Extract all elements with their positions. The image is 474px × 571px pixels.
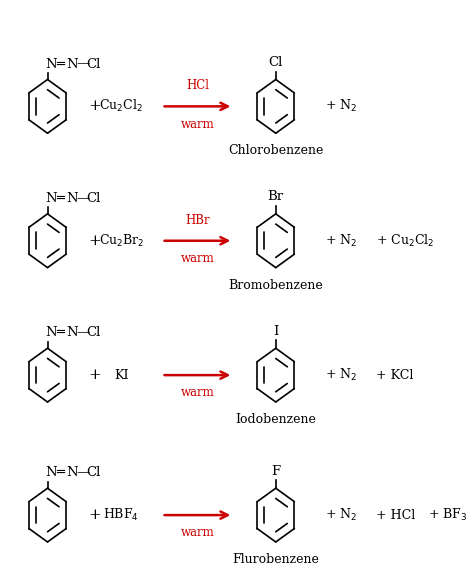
Text: N: N — [67, 326, 78, 339]
Text: F: F — [271, 465, 280, 477]
Text: warm: warm — [181, 252, 214, 265]
Text: Iodobenzene: Iodobenzene — [235, 413, 316, 426]
Text: HCl: HCl — [186, 79, 209, 93]
Text: KI: KI — [114, 369, 128, 381]
Text: N: N — [46, 467, 57, 479]
Text: Br: Br — [268, 190, 284, 203]
Text: Cu$_2$Br$_2$: Cu$_2$Br$_2$ — [99, 233, 144, 249]
Text: Cl: Cl — [86, 326, 101, 339]
Text: + KCl: + KCl — [376, 369, 414, 381]
Text: N: N — [46, 192, 57, 205]
Text: + Cu$_2$Cl$_2$: + Cu$_2$Cl$_2$ — [376, 233, 435, 249]
Text: Flurobenzene: Flurobenzene — [232, 553, 319, 566]
Text: Cl: Cl — [86, 192, 101, 205]
Text: + N$_2$: + N$_2$ — [325, 98, 357, 114]
Text: + BF$_3$: + BF$_3$ — [428, 507, 467, 523]
Text: N: N — [67, 467, 78, 479]
Text: HBF$_4$: HBF$_4$ — [103, 507, 139, 523]
Text: Cu$_2$Cl$_2$: Cu$_2$Cl$_2$ — [100, 98, 143, 114]
Text: warm: warm — [181, 526, 214, 539]
Text: ═: ═ — [56, 192, 64, 205]
Text: +: + — [88, 99, 101, 114]
Text: I: I — [273, 324, 278, 337]
Text: + N$_2$: + N$_2$ — [325, 507, 357, 523]
Text: ═: ═ — [56, 58, 64, 71]
Text: HBr: HBr — [185, 214, 210, 227]
Text: Chlorobenzene: Chlorobenzene — [228, 144, 323, 158]
Text: —: — — [77, 326, 90, 339]
Text: +: + — [88, 234, 101, 248]
Text: + N$_2$: + N$_2$ — [325, 367, 357, 383]
Text: N: N — [46, 58, 57, 71]
Text: Cl: Cl — [86, 467, 101, 479]
Text: warm: warm — [181, 118, 214, 131]
Text: +: + — [88, 508, 101, 522]
Text: N: N — [67, 192, 78, 205]
Text: warm: warm — [181, 387, 214, 399]
Text: —: — — [77, 467, 90, 479]
Text: ═: ═ — [56, 326, 64, 339]
Text: + HCl: + HCl — [376, 509, 416, 521]
Text: ═: ═ — [56, 467, 64, 479]
Text: —: — — [77, 192, 90, 205]
Text: Cl: Cl — [269, 56, 283, 69]
Text: Bromobenzene: Bromobenzene — [228, 279, 323, 292]
Text: N: N — [46, 326, 57, 339]
Text: + N$_2$: + N$_2$ — [325, 233, 357, 249]
Text: —: — — [77, 58, 90, 71]
Text: N: N — [67, 58, 78, 71]
Text: +: + — [88, 368, 101, 382]
Text: Cl: Cl — [86, 58, 101, 71]
